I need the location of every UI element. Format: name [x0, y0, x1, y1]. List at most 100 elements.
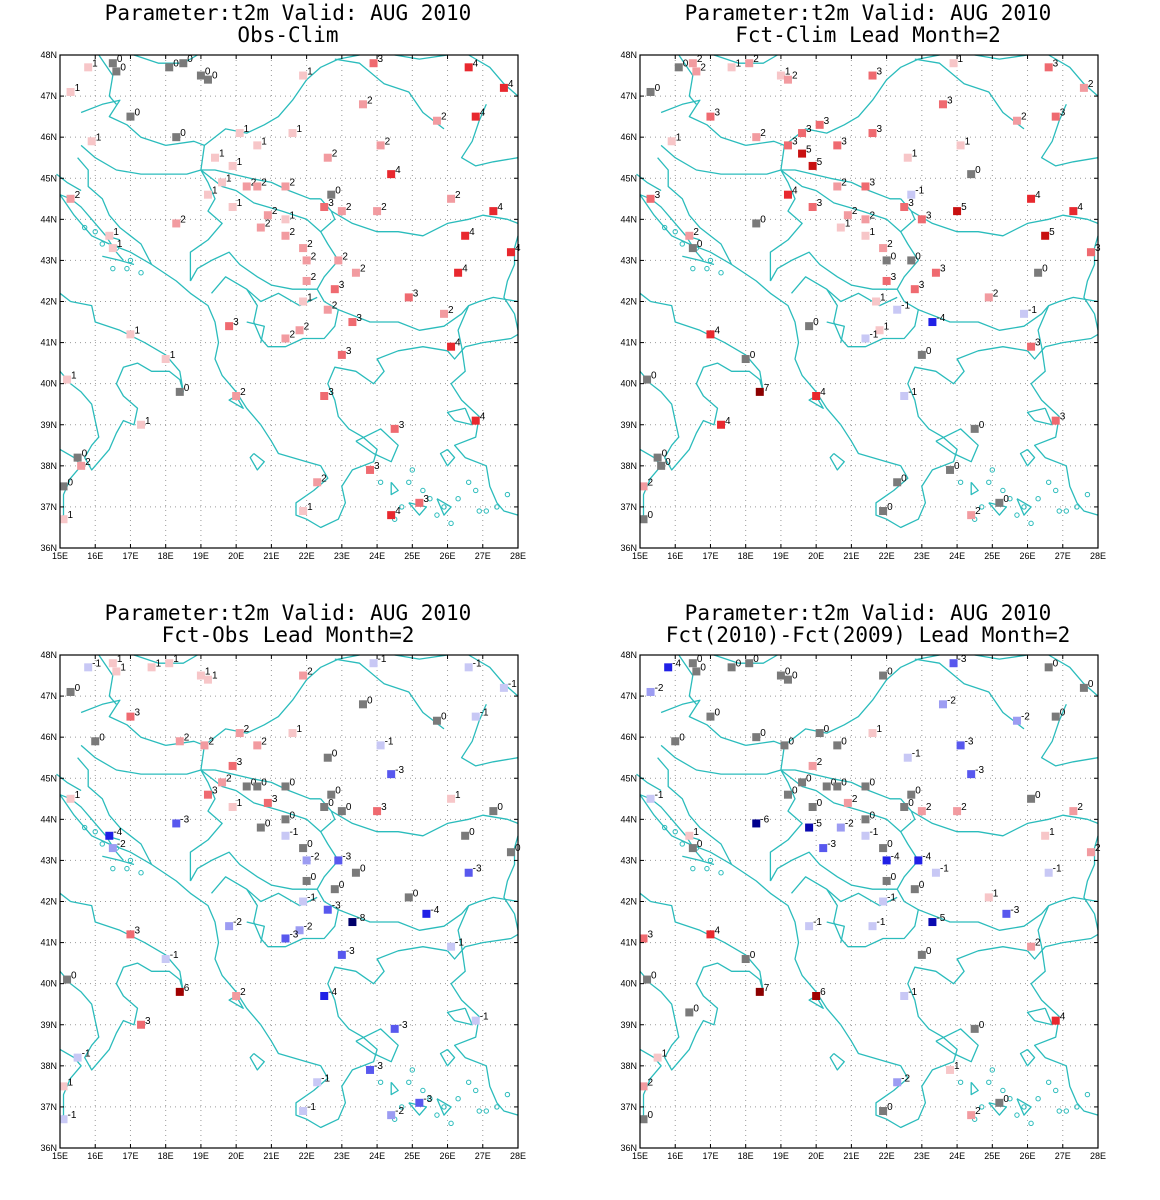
station-value: 0: [697, 239, 703, 250]
coastline: [102, 855, 135, 866]
station-marker: [1012, 116, 1021, 125]
station-marker: [688, 659, 697, 668]
station-marker: [404, 893, 413, 902]
station-marker: [639, 515, 648, 524]
coastline: [769, 251, 919, 348]
station-value: 0: [212, 71, 218, 82]
coastline: [439, 448, 456, 467]
station-value: -1: [385, 736, 394, 747]
station-marker: [822, 782, 831, 791]
coastline: [657, 157, 733, 265]
station-value: 3: [328, 387, 334, 398]
station-value: 0: [82, 449, 88, 460]
station-value: 1: [226, 173, 232, 184]
station-value: -1: [480, 708, 489, 719]
x-tick-label: 27E: [475, 551, 491, 561]
station-marker: [376, 141, 385, 150]
station-value: 3: [891, 272, 897, 283]
station-marker: [87, 137, 96, 146]
station-marker: [946, 465, 955, 474]
station-value: 3: [877, 124, 883, 135]
station-marker: [228, 803, 237, 812]
station-value: 0: [173, 58, 179, 69]
station-marker: [387, 511, 396, 520]
station-marker: [1086, 848, 1095, 857]
station-marker: [288, 129, 297, 138]
coastline: [1040, 104, 1099, 167]
station-value: 3: [824, 116, 830, 127]
station-marker: [931, 868, 940, 877]
station-value: 3: [346, 346, 352, 357]
station-marker: [1027, 194, 1036, 203]
station-marker: [843, 211, 852, 220]
x-tick-label: 21E: [263, 551, 279, 561]
station-marker: [281, 334, 290, 343]
station-marker: [949, 59, 958, 68]
station-value: 0: [926, 346, 932, 357]
island: [99, 841, 105, 847]
station-marker: [1051, 712, 1060, 721]
station-value: 4: [395, 165, 401, 176]
station-marker: [299, 244, 308, 253]
station-value: 1: [912, 149, 918, 160]
station-marker: [447, 794, 456, 803]
island: [989, 1067, 996, 1073]
coastline: [1016, 498, 1032, 516]
station-marker: [893, 478, 902, 487]
y-tick-label: 39N: [620, 420, 637, 430]
island: [427, 1096, 433, 1102]
station-value: 4: [820, 387, 826, 398]
station-value: 0: [367, 695, 373, 706]
station-marker: [63, 375, 72, 384]
station-marker: [685, 1008, 694, 1017]
station-marker: [108, 244, 117, 253]
station-marker: [288, 729, 297, 738]
island: [1007, 1096, 1013, 1102]
station-marker: [330, 885, 339, 894]
station-marker: [861, 815, 870, 824]
island: [124, 865, 130, 872]
station-marker: [706, 712, 715, 721]
station-marker: [900, 203, 909, 212]
station-value: 3: [919, 280, 925, 291]
y-tick-label: 39N: [620, 1020, 637, 1030]
station-value: 3: [237, 757, 243, 768]
station-value: 1: [662, 1049, 668, 1060]
station-value: 2: [852, 206, 858, 217]
station-value: 0: [760, 728, 766, 739]
station-marker: [917, 350, 926, 359]
coastline: [910, 210, 1099, 237]
station-marker: [783, 675, 792, 684]
station-marker: [126, 112, 135, 121]
station-value: 0: [824, 724, 830, 735]
y-tick-label: 47N: [620, 91, 637, 101]
station-value: -3: [346, 946, 355, 957]
station-marker: [66, 194, 75, 203]
station-value: 0: [261, 777, 267, 788]
station-marker: [798, 778, 807, 787]
station-marker: [228, 761, 237, 770]
station-marker: [161, 355, 170, 364]
station-value: 1: [954, 1061, 960, 1072]
station-value: -4: [891, 851, 900, 862]
station-value: 2: [841, 177, 847, 188]
station-value: -1: [170, 950, 179, 961]
station-marker: [323, 305, 332, 314]
station-marker: [172, 819, 181, 828]
station-marker: [203, 790, 212, 799]
station-value: 3: [134, 925, 140, 936]
station-value: 0: [311, 872, 317, 883]
x-tick-label: 23E: [334, 1151, 350, 1161]
island: [420, 487, 426, 494]
station-value: 0: [662, 449, 668, 460]
station-marker: [643, 975, 652, 984]
station-marker: [320, 203, 329, 212]
station-marker: [882, 856, 891, 865]
station-marker: [373, 207, 382, 216]
island: [1056, 1108, 1062, 1114]
x-tick-label: 19E: [773, 1151, 789, 1161]
coastline: [460, 704, 519, 767]
station-marker: [218, 178, 227, 187]
station-value: -1: [92, 658, 101, 669]
